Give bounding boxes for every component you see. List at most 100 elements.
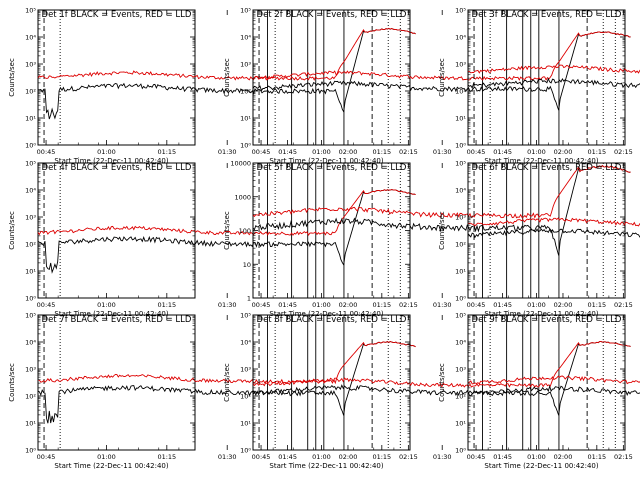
x-tick-label: 01:30 <box>433 148 452 156</box>
x-tick-label: 00:45 <box>37 453 56 461</box>
events-series-line <box>467 228 640 239</box>
lld-series-line <box>37 340 416 385</box>
x-tick-label: 02:00 <box>554 148 573 156</box>
events-series-line <box>467 77 640 89</box>
x-axis-label: Start Time (22-Dec-11 00:42:40) <box>269 157 383 165</box>
y-tick-label: 100 <box>239 227 251 235</box>
x-tick-label: 01:00 <box>97 301 116 309</box>
events-series-line <box>37 27 416 120</box>
x-tick-label: 02:00 <box>554 453 573 461</box>
x-tick-label: 01:00 <box>527 148 546 156</box>
x-tick-label: 00:45 <box>467 148 486 156</box>
y-tick-label: 10³ <box>25 61 36 69</box>
x-tick-label: 01:00 <box>312 453 331 461</box>
x-tick-label: 01:15 <box>587 148 606 156</box>
y-tick-label: 10² <box>455 241 466 249</box>
x-tick-label: 01:15 <box>372 301 391 309</box>
events-series-line <box>37 340 416 424</box>
y-tick-label: 10⁵ <box>240 312 251 320</box>
x-tick-label: 01:30 <box>218 301 237 309</box>
y-tick-label: 10⁵ <box>455 160 466 168</box>
x-tick-label: 02:15 <box>614 148 633 156</box>
y-tick-label: 10⁰ <box>455 447 466 455</box>
y-tick-label: 10⁰ <box>240 142 251 150</box>
chart-title: Det 2f BLACK = Events, RED = LLD <box>257 10 407 20</box>
y-tick-label: 10⁴ <box>240 339 251 347</box>
plot-frame <box>37 9 196 146</box>
x-tick-label: 01:15 <box>157 148 176 156</box>
y-tick-label: 10³ <box>455 366 466 374</box>
plot-frame <box>252 314 411 451</box>
x-tick-label: 01:30 <box>433 453 452 461</box>
y-tick-label: 10¹ <box>240 420 251 428</box>
plot-frame <box>37 314 196 451</box>
y-tick-label: 10⁴ <box>25 187 36 195</box>
x-tick-label: 02:00 <box>554 301 573 309</box>
y-tick-label: 10¹ <box>455 268 466 276</box>
lld-series-line <box>467 64 640 74</box>
y-axis-label: Counts/sec <box>438 58 446 97</box>
x-tick-label: 00:45 <box>252 301 271 309</box>
x-tick-label: 00:45 <box>467 301 486 309</box>
x-tick-label: 01:30 <box>433 301 452 309</box>
x-tick-label: 02:15 <box>399 148 418 156</box>
y-tick-label: 10⁴ <box>240 34 251 42</box>
y-tick-label: 10⁴ <box>455 339 466 347</box>
x-tick-label: 01:45 <box>278 148 297 156</box>
x-tick-label: 01:15 <box>587 301 606 309</box>
y-tick-label: 10⁰ <box>25 142 36 150</box>
x-tick-label: 02:00 <box>339 148 358 156</box>
y-tick-label: 10³ <box>455 61 466 69</box>
y-tick-label: 10⁰ <box>455 142 466 150</box>
lld-series-line <box>467 375 640 385</box>
x-tick-label: 00:45 <box>252 148 271 156</box>
y-axis-label: Counts/sec <box>8 58 16 97</box>
y-tick-label: 10¹ <box>25 115 36 123</box>
x-tick-label: 00:45 <box>37 148 56 156</box>
y-tick-label: 10² <box>25 88 36 96</box>
y-tick-label: 10⁵ <box>25 7 36 15</box>
y-tick-label: 10⁰ <box>455 295 466 303</box>
x-axis-label: Start Time (22-Dec-11 00:42:40) <box>54 462 168 470</box>
lld-series-line <box>252 164 631 219</box>
x-tick-label: 01:00 <box>312 148 331 156</box>
y-tick-label: 10³ <box>25 366 36 374</box>
x-tick-label: 00:45 <box>252 453 271 461</box>
events-series-line <box>467 384 640 397</box>
chart-title: Det 8f BLACK = Events, RED = LLD <box>257 315 407 325</box>
y-tick-label: 10⁵ <box>25 312 36 320</box>
y-tick-label: 10⁴ <box>25 339 36 347</box>
y-axis-label: Counts/sec <box>223 211 231 250</box>
y-tick-label: 10⁰ <box>25 295 36 303</box>
x-tick-label: 01:00 <box>312 301 331 309</box>
plot-frame <box>467 314 626 451</box>
y-tick-label: 10⁵ <box>240 7 251 15</box>
x-tick-label: 02:15 <box>399 301 418 309</box>
chart-panel: 10⁰10¹10²10³10⁴10⁵00:4501:0001:1501:3001… <box>438 7 640 165</box>
x-tick-label: 01:00 <box>527 301 546 309</box>
chart-title: Det 7f BLACK = Events, RED = LLD <box>42 315 192 325</box>
x-axis-label: Start Time (22-Dec-11 00:42:40) <box>484 157 598 165</box>
y-tick-label: 10² <box>25 393 36 401</box>
y-axis-label: Counts/sec <box>8 211 16 250</box>
y-tick-label: 10³ <box>240 61 251 69</box>
y-tick-label: 10⁰ <box>240 447 251 455</box>
chart-panel: 10⁰10¹10²10³10⁴10⁵00:4501:0001:1501:3001… <box>438 160 640 318</box>
y-tick-label: 10³ <box>455 214 466 222</box>
x-tick-label: 01:45 <box>278 453 297 461</box>
x-tick-label: 01:45 <box>493 301 512 309</box>
y-axis-label: Counts/sec <box>8 363 16 402</box>
x-axis-label: Start Time (22-Dec-11 00:42:40) <box>54 157 168 165</box>
y-tick-label: 10000 <box>230 160 251 168</box>
y-tick-label: 10² <box>455 88 466 96</box>
x-axis-label: Start Time (22-Dec-11 00:42:40) <box>484 462 598 470</box>
x-tick-label: 01:45 <box>278 301 297 309</box>
y-axis-label: Counts/sec <box>223 58 231 97</box>
y-tick-label: 1 <box>247 295 251 303</box>
plot-frame <box>467 9 626 146</box>
plot-frame <box>252 162 411 299</box>
y-tick-label: 10 <box>243 261 251 269</box>
y-tick-label: 10⁴ <box>455 187 466 195</box>
chart-title: Det 3f BLACK = Events, RED = LLD <box>472 10 622 20</box>
